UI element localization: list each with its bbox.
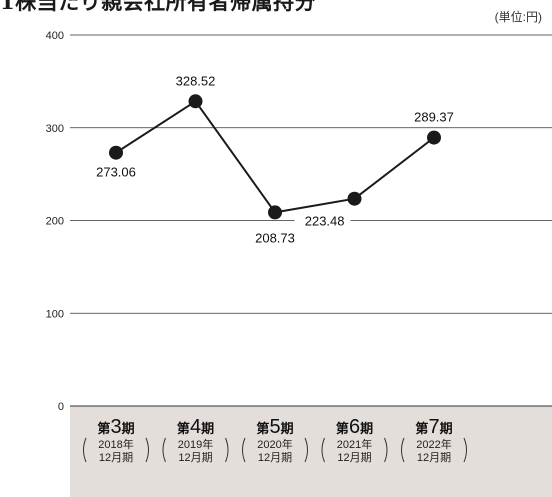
category-label-period: 第6期 <box>336 416 373 438</box>
data-point <box>347 191 362 206</box>
y-tick-label: 100 <box>46 308 64 320</box>
unit-label: (単位:円) <box>494 10 542 24</box>
category-label-period: 第7期 <box>415 416 452 438</box>
bracket-left <box>401 437 405 463</box>
category-label-period: 第4期 <box>177 416 214 438</box>
bracket-right <box>384 437 388 463</box>
bracket-right <box>225 437 229 463</box>
y-tick-label: 400 <box>46 30 64 42</box>
data-point <box>109 145 123 160</box>
data-point <box>427 130 441 145</box>
category-label-month: 12月期 <box>178 451 212 464</box>
category-label-month: 12月期 <box>417 451 451 464</box>
category-label-year: 2022年 <box>416 437 451 451</box>
data-label: 328.52 <box>176 73 216 88</box>
bracket-left <box>321 437 325 463</box>
bracket-left <box>242 437 246 463</box>
category-label-year: 2021年 <box>337 437 372 451</box>
category-label-year: 2018年 <box>98 437 133 451</box>
category-label-month: 12月期 <box>99 451 133 464</box>
category-label-month: 12月期 <box>337 451 371 464</box>
chart-title: 1株当たり親会社所有者帰属持分 <box>0 0 317 14</box>
y-tick-label: 300 <box>46 123 64 135</box>
series-line <box>115 99 435 214</box>
category-band <box>70 406 552 497</box>
data-label-backing <box>294 212 351 230</box>
y-tick-label: 0 <box>58 401 64 413</box>
bracket-right <box>304 437 308 463</box>
data-label: 273.06 <box>96 165 136 180</box>
bracket-right <box>145 437 149 463</box>
y-tick-label: 200 <box>46 216 64 228</box>
data-label: 289.37 <box>414 110 454 125</box>
data-point <box>188 94 203 109</box>
data-point <box>268 205 282 220</box>
bracket-right <box>463 437 467 463</box>
bracket-left <box>162 437 166 463</box>
data-label: 208.73 <box>255 230 295 245</box>
bracket-left <box>83 437 87 463</box>
category-label-month: 12月期 <box>258 451 292 464</box>
data-label: 223.48 <box>305 214 345 229</box>
category-label-period: 第5期 <box>256 416 293 438</box>
category-label-period: 第3期 <box>97 416 134 438</box>
category-label-year: 2019年 <box>178 437 213 451</box>
category-label-year: 2020年 <box>257 437 292 451</box>
